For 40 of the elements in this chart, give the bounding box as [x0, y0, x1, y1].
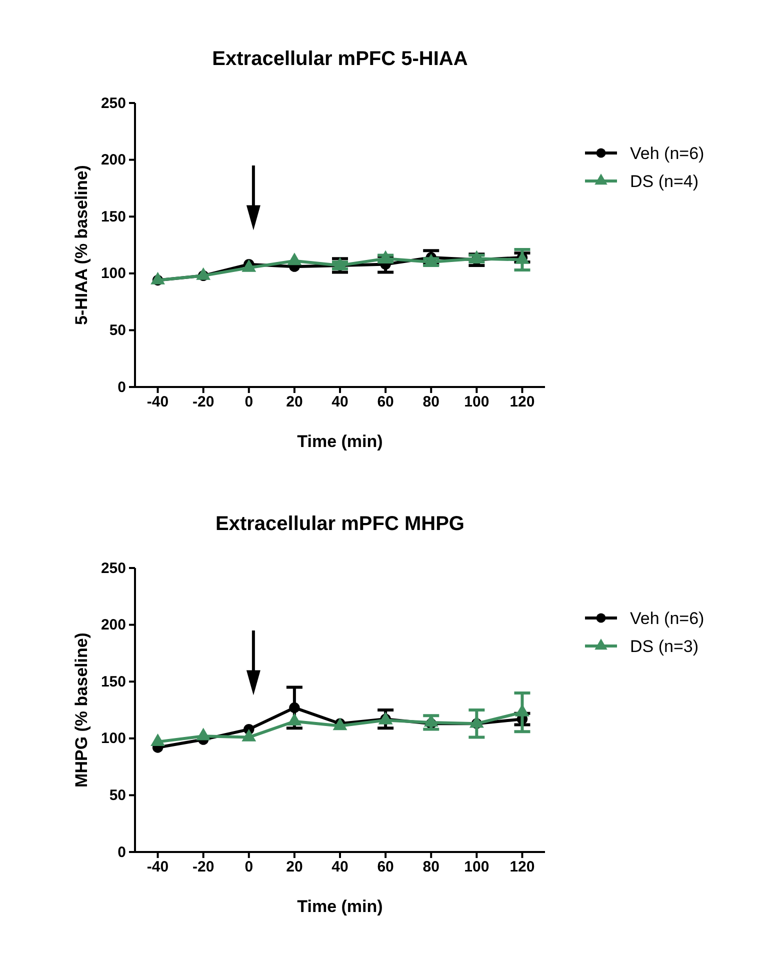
- legend-label: Veh (n=6): [630, 609, 704, 628]
- x-tick-label: 100: [464, 394, 490, 411]
- y-tick-label: 0: [118, 844, 126, 861]
- x-tick-label: 40: [332, 858, 348, 876]
- x-tick-label: 0: [244, 394, 254, 411]
- x-tick-label: 60: [377, 394, 394, 411]
- x-axis-title: Time (min): [297, 897, 383, 916]
- x-tick-label: 120: [510, 858, 535, 876]
- x-tick-label: 20: [286, 858, 303, 876]
- x-tick-label: -40: [146, 858, 169, 876]
- y-tick-label: 250: [100, 94, 126, 112]
- x-tick-label: -20: [192, 394, 214, 411]
- x-tick-label: 80: [422, 858, 440, 876]
- y-tick-label: 0: [118, 378, 126, 396]
- x-tick-label: 60: [377, 858, 394, 876]
- y-tick-label: 200: [100, 616, 126, 634]
- x-tick-label: -20: [192, 858, 214, 876]
- y-axis-title: 5-HIAA (% baseline): [72, 165, 91, 325]
- y-tick-label: 150: [100, 673, 126, 690]
- y-tick-label: 50: [109, 787, 126, 804]
- chart-title: Extracellular mPFC 5-HIAA: [212, 48, 468, 70]
- x-tick-label: -40: [146, 394, 169, 411]
- x-axis-title: Time (min): [297, 432, 383, 451]
- y-axis-title: MHPG (% baseline): [72, 632, 91, 788]
- legend-label: Veh (n=6): [630, 144, 704, 163]
- x-tick-label: 40: [332, 394, 348, 411]
- legend-label: DS (n=3): [630, 637, 698, 656]
- x-tick-label: 20: [286, 394, 303, 411]
- chart-title: Extracellular mPFC MHPG: [216, 513, 464, 535]
- legend-label: DS (n=4): [630, 172, 698, 191]
- y-tick-label: 50: [109, 322, 126, 339]
- y-tick-label: 200: [100, 152, 126, 169]
- y-tick-label: 100: [100, 265, 126, 282]
- y-tick-label: 150: [100, 208, 126, 226]
- y-tick-label: 100: [100, 730, 126, 748]
- x-tick-label: 120: [510, 394, 535, 411]
- x-tick-label: 0: [244, 858, 254, 876]
- y-tick-label: 250: [100, 560, 126, 577]
- x-tick-label: 100: [464, 858, 490, 876]
- x-tick-label: 80: [422, 394, 440, 411]
